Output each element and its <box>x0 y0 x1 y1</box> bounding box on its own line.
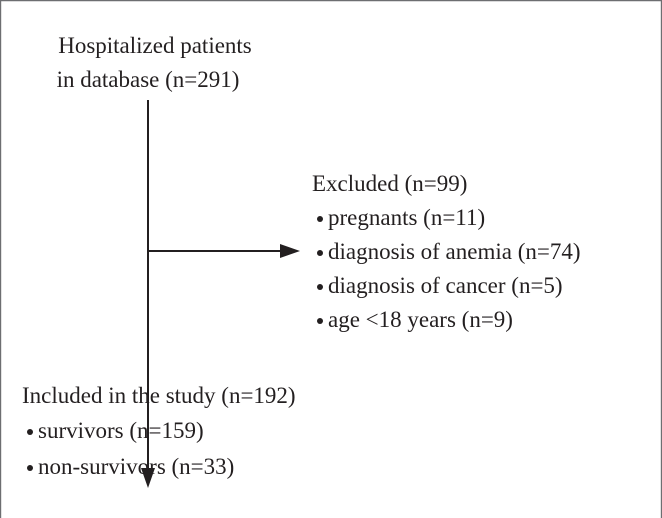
excluded-list: pregnants (n=11) diagnosis of anemia (n=… <box>317 205 581 332</box>
arrow-head <box>141 468 155 488</box>
excluded-item: diagnosis of cancer (n=5) <box>328 273 563 298</box>
included-item: non-survivors (n=33) <box>38 454 234 479</box>
start-line: Hospitalized patients <box>58 33 252 58</box>
included-list: survivors (n=159) non-survivors (n=33) <box>27 418 234 479</box>
arrow-head <box>280 244 300 258</box>
bullet <box>27 465 33 471</box>
included-item: survivors (n=159) <box>38 418 204 443</box>
included-title: Included in the study (n=192) <box>22 383 296 408</box>
start-line: in database (n=291) <box>57 67 240 92</box>
bullet <box>317 284 323 290</box>
bullet <box>317 318 323 324</box>
excluded-item: age <18 years (n=9) <box>328 307 513 332</box>
excluded-item: pregnants (n=11) <box>328 205 485 230</box>
excluded-title: Excluded (n=99) <box>312 171 467 196</box>
bullet <box>317 250 323 256</box>
excluded-item: diagnosis of anemia (n=74) <box>328 239 581 264</box>
bullet <box>27 429 33 435</box>
bullet <box>317 216 323 222</box>
